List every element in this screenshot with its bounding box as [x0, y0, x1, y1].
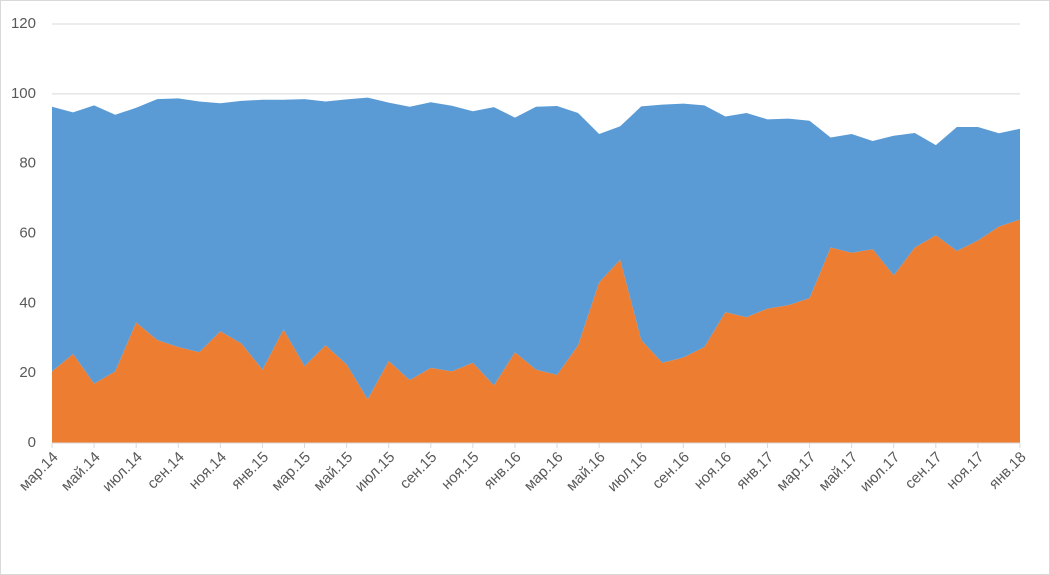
- y-tick-label: 120: [11, 15, 36, 32]
- area: [52, 219, 1020, 443]
- area: [52, 97, 1020, 400]
- y-tick-label: 60: [19, 224, 36, 241]
- y-tick-label: 0: [28, 434, 36, 451]
- y-tick-label: 100: [11, 85, 36, 102]
- y-tick-label: 80: [19, 155, 36, 172]
- y-tick-label: 20: [19, 364, 36, 381]
- y-tick-label: 40: [19, 294, 36, 311]
